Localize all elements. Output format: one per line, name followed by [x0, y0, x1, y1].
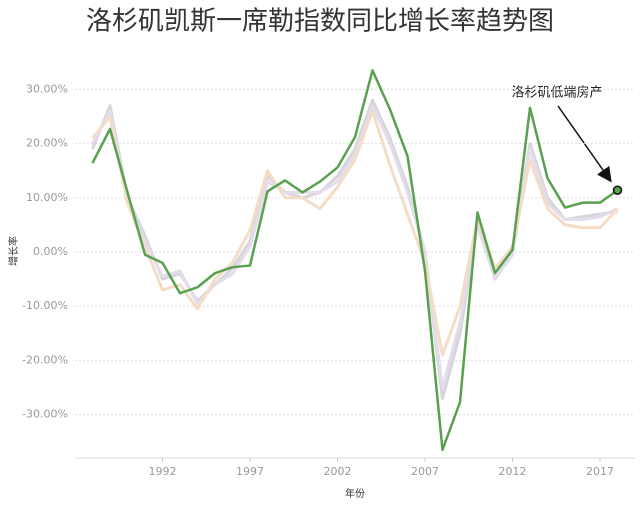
x-tick-label: 2002	[324, 465, 352, 478]
y-tick-label: -10.00%	[22, 299, 68, 312]
x-tick-label: 2012	[499, 465, 527, 478]
y-tick-label: -30.00%	[22, 408, 68, 421]
annotation: 洛杉矶低端房产	[511, 85, 602, 101]
y-tick-label: 20.00%	[26, 137, 68, 150]
x-tick-label: 2017	[586, 465, 614, 478]
x-axis-label: 年份	[345, 487, 365, 500]
y-axis-label: 增长率	[7, 236, 20, 266]
x-tick-label: 1992	[149, 465, 177, 478]
y-tick-label: 0.00%	[33, 245, 68, 258]
chart-title: 洛杉矶凯斯一席勒指数同比增长率趋势图	[86, 7, 554, 37]
y-tick-label: -20.00%	[22, 353, 68, 366]
series-line	[91, 69, 619, 452]
series-line	[91, 104, 619, 390]
x-tick-label: 1997	[236, 465, 264, 478]
x-tick-label: 2007	[411, 465, 439, 478]
y-tick-label: 30.00%	[26, 82, 68, 95]
highlight-point	[612, 185, 623, 195]
series-line	[91, 109, 619, 357]
y-tick-label: 10.00%	[26, 191, 68, 204]
annotation-arrow	[557, 105, 612, 183]
